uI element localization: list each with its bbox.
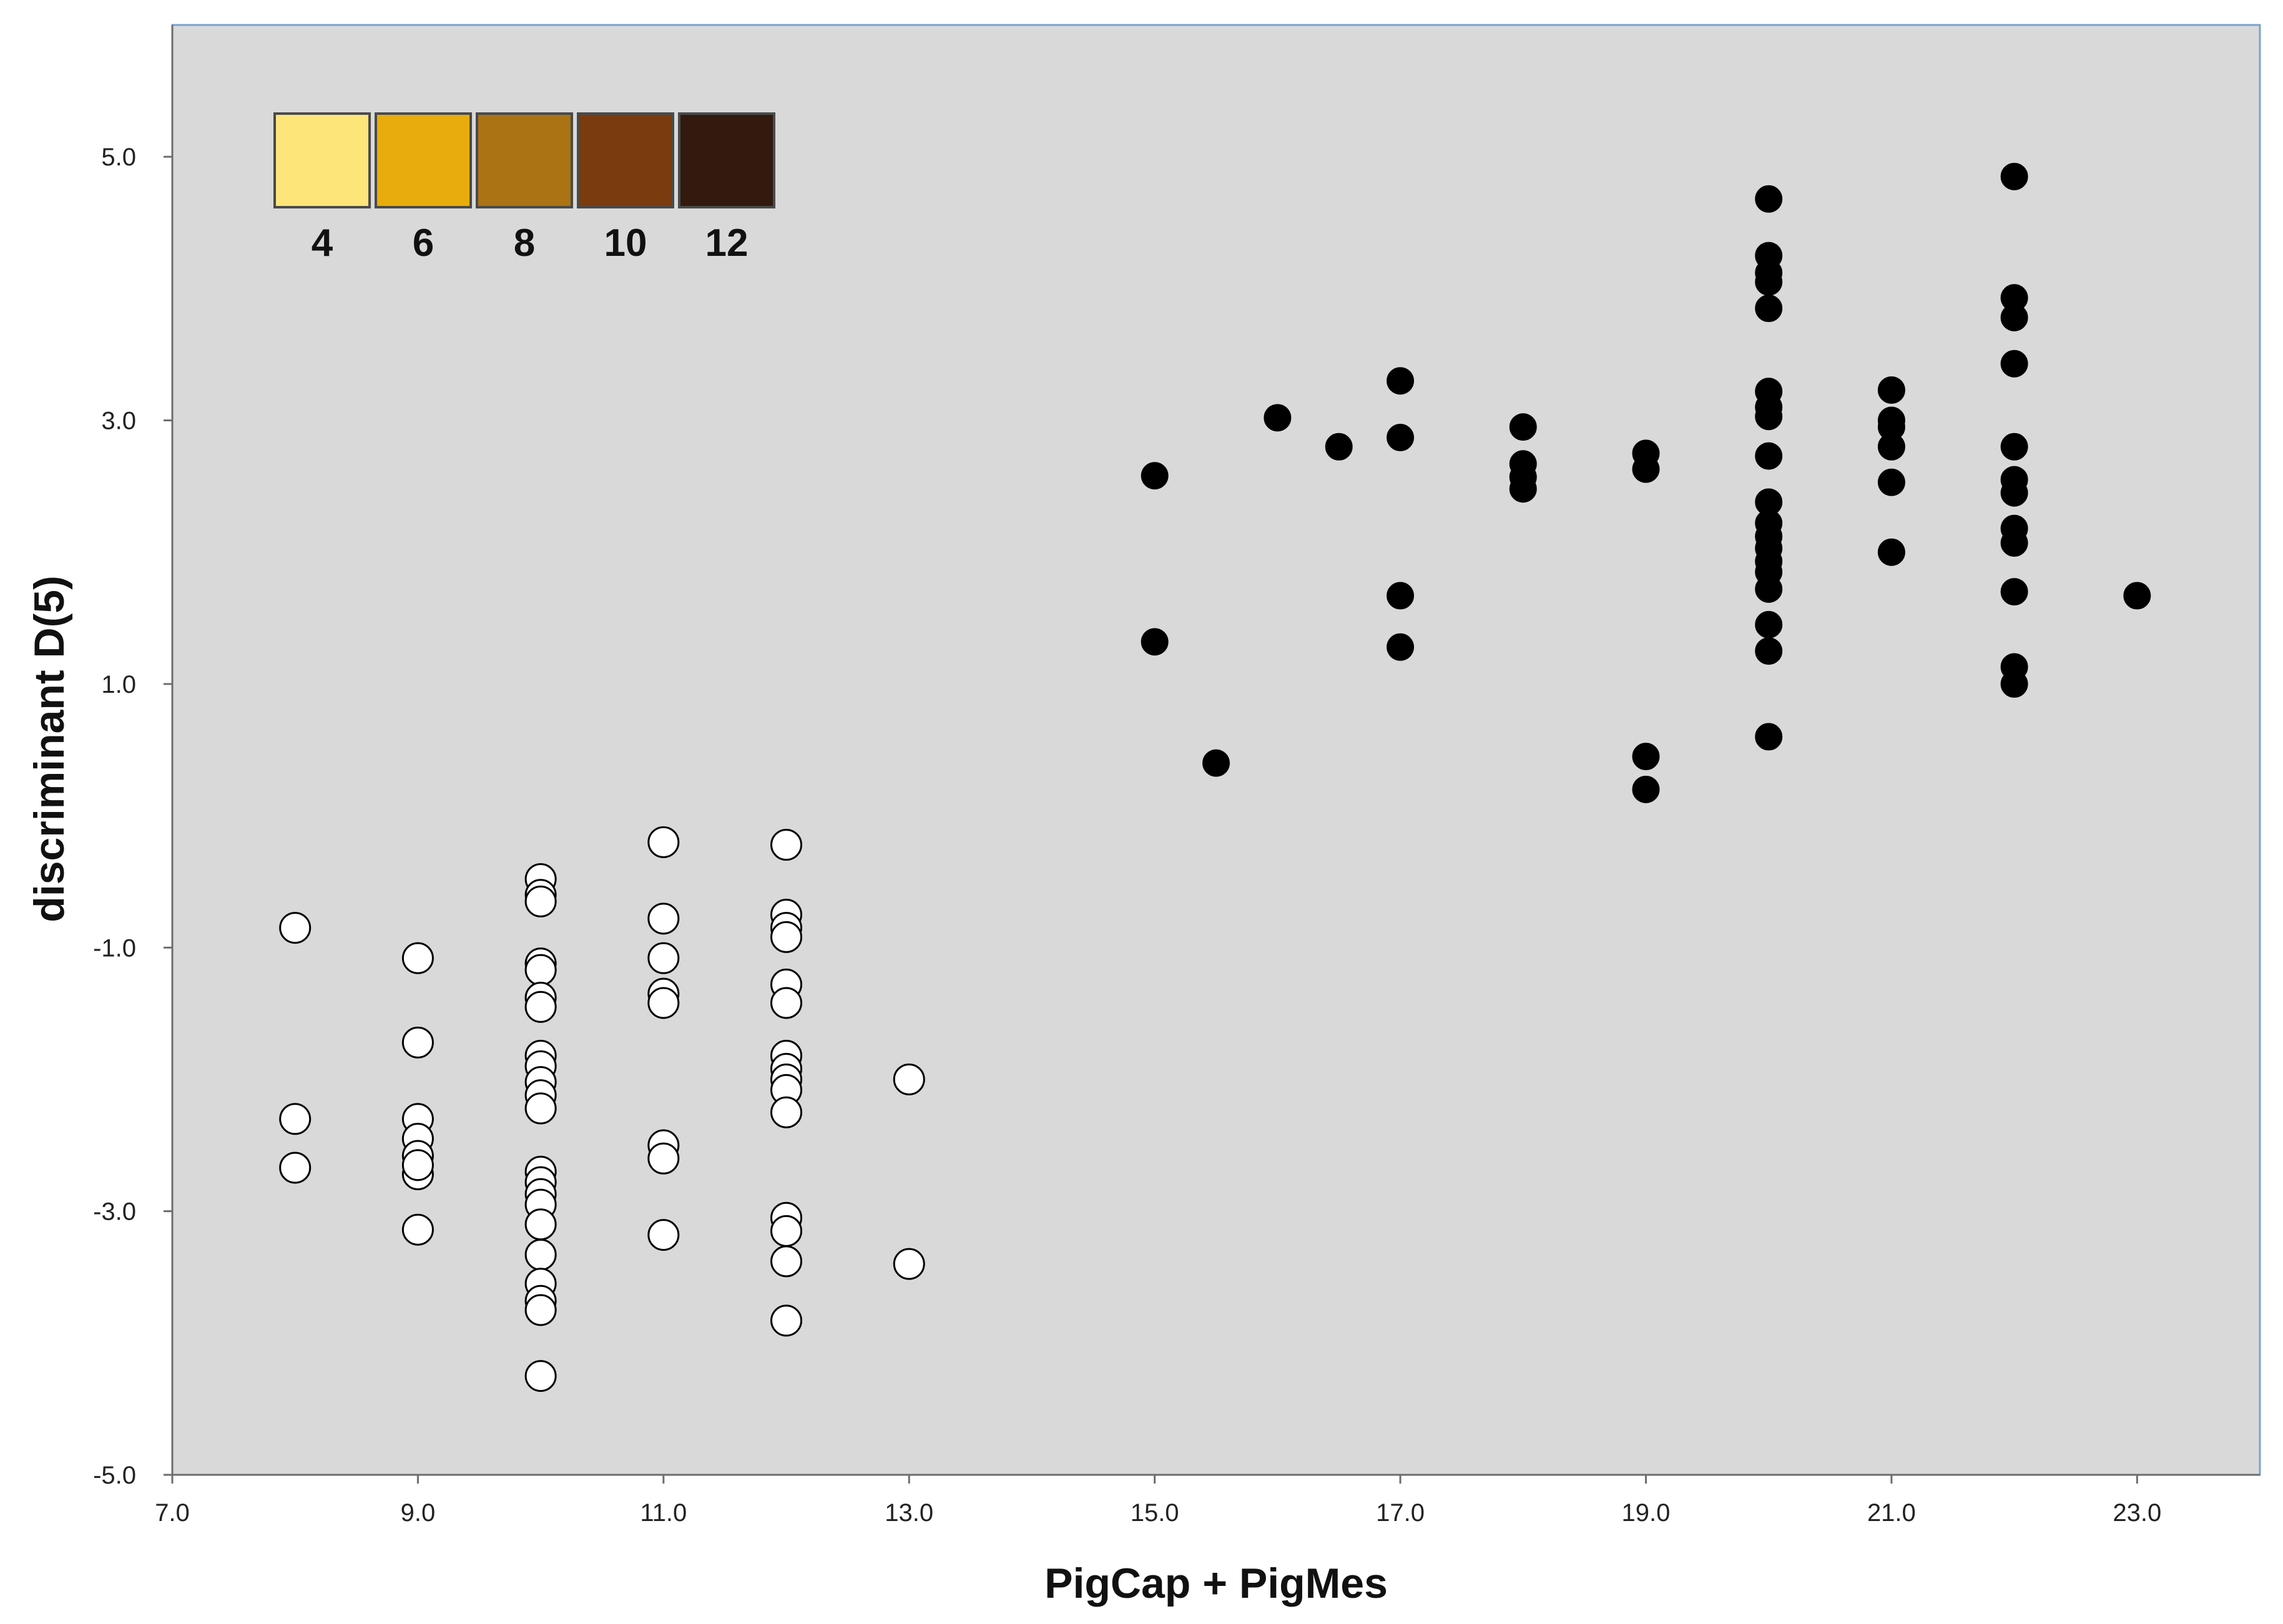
open-data-point (770, 1215, 803, 1247)
legend: 4 6 8 10 12 (273, 112, 775, 265)
open-data-point (401, 1026, 434, 1059)
open-data-point (647, 942, 680, 974)
open-data-point (524, 1238, 557, 1271)
open-data-point (770, 1304, 803, 1337)
open-data-point (401, 1149, 434, 1181)
legend-label: 4 (312, 222, 333, 265)
open-data-point (524, 1360, 557, 1392)
filled-data-point (1877, 468, 1905, 496)
filled-data-point (1877, 433, 1905, 461)
open-data-point (524, 1092, 557, 1125)
legend-label: 12 (705, 222, 749, 265)
filled-data-point (1202, 749, 1230, 777)
open-data-point (893, 1248, 925, 1280)
open-data-point (524, 1294, 557, 1326)
y-tick-label: 5.0 (101, 144, 136, 171)
y-axis-ticks: 5.0 3.0 1.0 -1.0 -3.0 -5.0 (93, 144, 172, 1489)
open-data-point (647, 826, 680, 858)
filled-data-point (1755, 295, 1783, 323)
open-data-point (770, 1096, 803, 1128)
legend-label: 10 (604, 222, 647, 265)
filled-data-point (1325, 433, 1353, 461)
open-data-point (893, 1063, 925, 1095)
legend-swatch (577, 112, 674, 208)
legend-label: 8 (514, 222, 535, 265)
x-tick-label: 15.0 (1131, 1499, 1179, 1527)
filled-data-point (1387, 423, 1415, 451)
open-data-point (770, 1245, 803, 1278)
filled-data-point (2000, 162, 2028, 190)
filled-data-point (1755, 442, 1783, 470)
filled-data-point (1632, 775, 1660, 803)
y-tick-label: -1.0 (93, 934, 136, 962)
open-data-point (401, 942, 434, 974)
filled-data-point (1755, 637, 1783, 665)
filled-data-point (1755, 185, 1783, 213)
filled-data-point (1387, 367, 1415, 395)
filled-data-point (1877, 538, 1905, 566)
open-data-point (524, 954, 557, 986)
filled-data-point (1755, 610, 1783, 638)
filled-data-point (2000, 479, 2028, 507)
filled-data-point (1632, 455, 1660, 483)
legend-swatch (476, 112, 573, 208)
open-data-point (279, 1152, 312, 1184)
legend-swatch (273, 112, 371, 208)
open-data-point (770, 829, 803, 861)
y-tick-label: -3.0 (93, 1198, 136, 1226)
x-tick-label: 7.0 (155, 1499, 190, 1527)
filled-data-point (1877, 376, 1905, 404)
y-tick-label: 3.0 (101, 408, 136, 435)
filled-data-point (1632, 743, 1660, 771)
filled-data-point (2000, 350, 2028, 378)
filled-data-point (1509, 413, 1537, 441)
filled-data-point (2123, 582, 2151, 610)
filled-data-point (1387, 582, 1415, 610)
open-data-point (279, 912, 312, 944)
filled-data-point (1387, 633, 1415, 661)
filled-data-point (1755, 403, 1783, 431)
filled-data-point (1141, 628, 1169, 656)
legend-swatch (375, 112, 472, 208)
filled-data-point (2000, 578, 2028, 606)
filled-data-point (2000, 433, 2028, 461)
open-data-point (770, 987, 803, 1019)
open-data-point (647, 902, 680, 935)
x-axis-title: PigCap + PigMes (1044, 1560, 1388, 1607)
filled-data-point (2000, 529, 2028, 557)
filled-data-point (1755, 723, 1783, 751)
x-tick-label: 17.0 (1376, 1499, 1425, 1527)
open-data-point (770, 921, 803, 953)
y-tick-label: 1.0 (101, 671, 136, 698)
open-data-point (647, 1219, 680, 1251)
open-data-point (647, 987, 680, 1019)
filled-data-point (1755, 575, 1783, 603)
filled-data-point (2000, 670, 2028, 698)
y-tick-label: -5.0 (93, 1462, 136, 1489)
open-data-point (279, 1103, 312, 1135)
filled-data-point (1755, 268, 1783, 296)
x-tick-label: 19.0 (1622, 1499, 1671, 1527)
legend-label: 6 (413, 222, 434, 265)
data-points (279, 162, 2151, 1392)
filled-data-point (1264, 404, 1292, 432)
open-data-point (524, 991, 557, 1023)
open-data-point (647, 1142, 680, 1175)
x-tick-label: 13.0 (885, 1499, 933, 1527)
open-data-point (401, 1213, 434, 1246)
filled-data-point (1509, 475, 1537, 503)
y-axis-title: discriminant D(5) (26, 575, 73, 922)
filled-data-point (2000, 303, 2028, 331)
filled-data-point (1141, 462, 1169, 490)
x-tick-label: 21.0 (1867, 1499, 1916, 1527)
open-data-point (524, 885, 557, 917)
open-data-point (524, 1208, 557, 1241)
x-tick-label: 11.0 (640, 1499, 687, 1527)
x-tick-label: 23.0 (2113, 1499, 2161, 1527)
legend-swatch (678, 112, 775, 208)
x-tick-label: 9.0 (401, 1499, 436, 1527)
x-axis-ticks: 7.0 9.0 11.0 13.0 15.0 17.0 19.0 21.0 23.0 (155, 1475, 2161, 1527)
